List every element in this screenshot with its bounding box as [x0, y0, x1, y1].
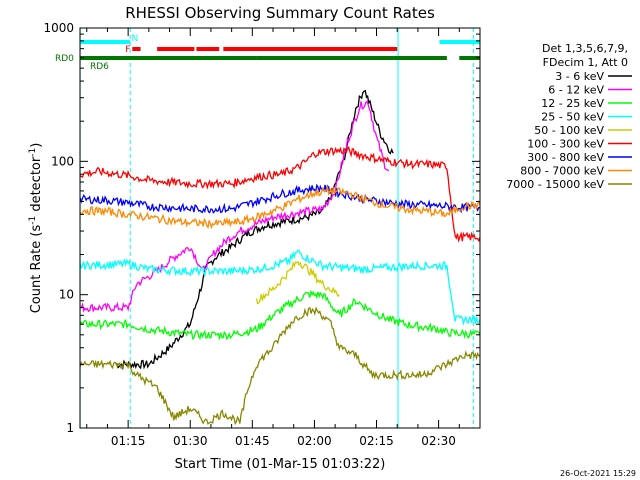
y-tick-label: 1 [66, 421, 74, 435]
series-line-2 [79, 289, 481, 341]
y-tick-label: 100 [51, 154, 74, 168]
y-axis-label-exp2: -1 [28, 148, 38, 157]
x-tick-label: 01:15 [111, 434, 146, 448]
series-line-4 [255, 260, 340, 305]
x-tick-label: 02:30 [421, 434, 456, 448]
legend-label: 6 - 12 keV [548, 84, 604, 97]
legend-label: 300 - 800 keV [527, 151, 604, 164]
y-tick-label: 10 [59, 288, 74, 302]
legend-label: 800 - 7000 keV [520, 165, 604, 178]
legend-header-2: FDecim 1, Att 0 [543, 56, 628, 69]
y-axis-label-end: ) [29, 143, 44, 148]
series-line-7 [79, 185, 481, 230]
state-label-n: N [131, 34, 138, 44]
y-axis: 1 10 100 1000 [43, 21, 480, 435]
y-tick-label: 1000 [43, 21, 74, 35]
series-line-3 [79, 249, 481, 326]
legend-header-1: Det 1,3,5,6,7,9, [542, 42, 628, 55]
y-axis-label-main: Count Rate (s [29, 225, 44, 314]
state-label-f: F [125, 45, 130, 55]
x-tick-label: 01:30 [173, 434, 208, 448]
y-axis-label-mid: detector [29, 156, 44, 216]
x-tick-label: 01:45 [235, 434, 270, 448]
legend-label: 100 - 300 keV [527, 138, 604, 151]
x-axis-label: Start Time (01-Mar-15 01:03:22) [175, 457, 386, 472]
series-line-0 [115, 89, 394, 371]
legend-label: 7000 - 15000 keV [506, 178, 604, 191]
series-line-1 [79, 100, 390, 313]
y-axis-label: Count Rate (s-1 detector-1) [28, 143, 44, 314]
x-tick-label: 02:00 [297, 434, 332, 448]
legend: Det 1,3,5,6,7,9, FDecim 1, Att 0 3 - 6 k… [506, 42, 632, 191]
state-label-rd0: RD0 [55, 54, 74, 64]
chart-title: RHESSI Observing Summary Count Rates [125, 4, 435, 22]
y-axis-label-exp1: -1 [28, 216, 38, 225]
series-line-5 [79, 146, 481, 243]
state-label-rd6: RD6 [90, 62, 109, 72]
legend-label: 50 - 100 keV [534, 124, 604, 137]
x-axis: 01:15 01:30 01:45 02:00 02:15 02:30 [86, 28, 481, 448]
legend-label: 3 - 6 keV [555, 70, 604, 83]
plot-frame [79, 27, 481, 429]
x-tick-label: 02:15 [359, 434, 394, 448]
plot-area: NF RD0 RD6 [55, 28, 481, 428]
legend-label: 25 - 50 keV [541, 111, 604, 124]
legend-label: 12 - 25 keV [541, 97, 604, 110]
footer-timestamp: 26-Oct-2021 15:29 [560, 469, 636, 478]
series-line-8 [79, 306, 481, 426]
series-line-6 [79, 183, 481, 214]
